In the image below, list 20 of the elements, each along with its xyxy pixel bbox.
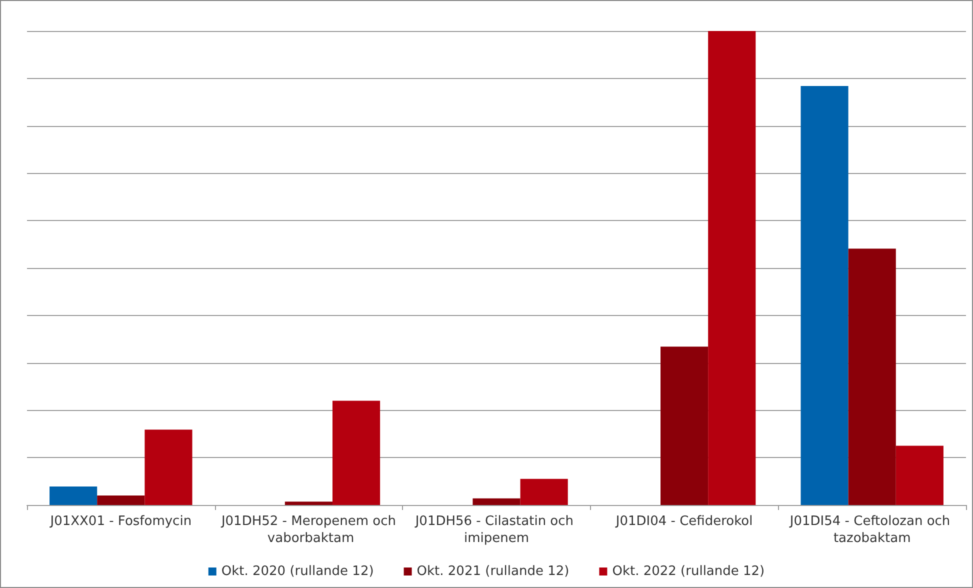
bar xyxy=(896,446,944,505)
x-tick-label: J01DI54 - Ceftolozan och tazobaktam xyxy=(788,514,954,546)
bar xyxy=(144,430,192,505)
x-tick-label: J01DI04 - Cefiderokol xyxy=(614,514,753,529)
bar xyxy=(284,502,332,505)
x-tick-label: J01DH56 - Cilastatin och imipenem xyxy=(414,514,578,546)
bar xyxy=(50,486,98,505)
bar xyxy=(660,346,708,505)
bar xyxy=(520,478,568,505)
x-tick-label: J01XX01 - Fosfomycin xyxy=(49,514,192,529)
bar xyxy=(800,86,848,505)
legend-label: Okt. 2021 (rullande 12) xyxy=(416,564,570,579)
bar xyxy=(332,400,380,505)
legend-label: Okt. 2022 (rullande 12) xyxy=(612,564,765,579)
bar xyxy=(472,498,520,505)
legend-label: Okt. 2020 (rullande 12) xyxy=(221,564,374,579)
x-tick-label: J01DH52 - Meropenem och vaborbaktam xyxy=(220,514,396,546)
bar xyxy=(708,31,756,505)
bar xyxy=(97,496,145,505)
bar xyxy=(848,248,896,505)
